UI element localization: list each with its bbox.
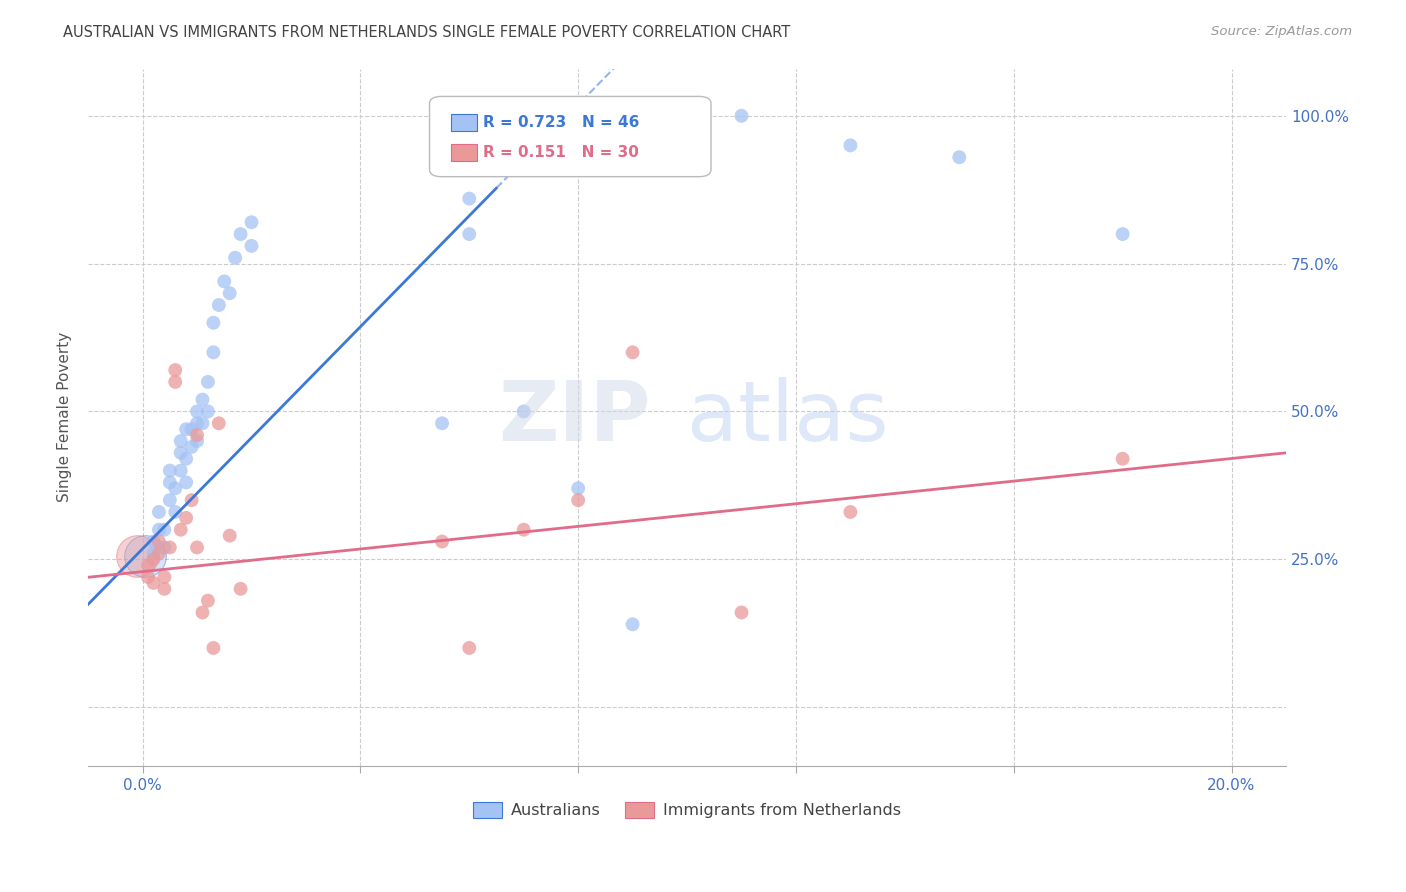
Point	[159, 464, 181, 478]
Point	[159, 493, 181, 508]
Point	[153, 541, 176, 555]
Point	[621, 345, 644, 359]
Point	[165, 505, 187, 519]
Bar	[451, 144, 478, 161]
Point	[165, 375, 187, 389]
Point	[186, 434, 208, 448]
Point	[197, 404, 219, 418]
Text: Source: ZipAtlas.com: Source: ZipAtlas.com	[1212, 25, 1353, 38]
Point	[202, 316, 225, 330]
Point	[202, 640, 225, 655]
Point	[180, 440, 202, 454]
FancyBboxPatch shape	[429, 96, 711, 177]
Point	[197, 375, 219, 389]
Legend: Australians, Immigrants from Netherlands: Australians, Immigrants from Netherlands	[467, 795, 908, 824]
Point	[148, 546, 170, 560]
Point	[174, 451, 197, 466]
Bar	[451, 114, 478, 131]
Point	[458, 227, 481, 241]
Point	[240, 239, 263, 253]
Point	[208, 417, 231, 431]
Point	[218, 286, 240, 301]
Point	[142, 576, 165, 591]
Point	[224, 251, 246, 265]
Point	[136, 570, 159, 584]
Point	[174, 422, 197, 436]
Point	[512, 523, 534, 537]
Point	[218, 528, 240, 542]
Point	[208, 298, 231, 312]
Point	[240, 215, 263, 229]
Point	[229, 582, 252, 596]
Point	[567, 493, 589, 508]
Point	[186, 428, 208, 442]
Point	[430, 417, 453, 431]
Point	[191, 392, 214, 407]
Point	[191, 417, 214, 431]
Point	[948, 150, 970, 164]
Point	[839, 138, 862, 153]
Point	[197, 593, 219, 607]
Point	[512, 404, 534, 418]
Point	[153, 582, 176, 596]
Point	[153, 570, 176, 584]
Point	[191, 606, 214, 620]
Point	[170, 523, 193, 537]
Text: R = 0.723   N = 46: R = 0.723 N = 46	[484, 115, 640, 129]
Point	[142, 534, 165, 549]
Point	[186, 417, 208, 431]
Point	[180, 493, 202, 508]
Point	[202, 345, 225, 359]
Point	[839, 505, 862, 519]
Point	[458, 192, 481, 206]
Point	[153, 523, 176, 537]
Point	[136, 558, 159, 573]
Point	[148, 505, 170, 519]
Point	[430, 534, 453, 549]
Point	[134, 549, 156, 564]
Point	[148, 523, 170, 537]
Point	[159, 475, 181, 490]
Point	[165, 363, 187, 377]
Point	[621, 617, 644, 632]
Point	[567, 481, 589, 495]
Point	[1111, 227, 1133, 241]
Text: atlas: atlas	[688, 376, 889, 458]
Point	[174, 475, 197, 490]
Point	[214, 274, 236, 288]
Y-axis label: Single Female Poverty: Single Female Poverty	[58, 332, 72, 502]
Point	[174, 511, 197, 525]
Text: ZIP: ZIP	[499, 376, 651, 458]
Point	[186, 541, 208, 555]
Point	[180, 422, 202, 436]
Point	[458, 640, 481, 655]
Point	[186, 404, 208, 418]
Point	[1111, 451, 1133, 466]
Point	[127, 549, 149, 564]
Point	[170, 434, 193, 448]
Point	[142, 552, 165, 566]
Text: R = 0.151   N = 30: R = 0.151 N = 30	[484, 145, 640, 160]
Point	[730, 606, 752, 620]
Point	[730, 109, 752, 123]
Point	[142, 546, 165, 560]
Point	[148, 534, 170, 549]
Point	[165, 481, 187, 495]
Text: AUSTRALIAN VS IMMIGRANTS FROM NETHERLANDS SINGLE FEMALE POVERTY CORRELATION CHAR: AUSTRALIAN VS IMMIGRANTS FROM NETHERLAND…	[63, 25, 790, 40]
Point	[676, 109, 699, 123]
Point	[170, 464, 193, 478]
Point	[229, 227, 252, 241]
Point	[159, 541, 181, 555]
Point	[170, 446, 193, 460]
